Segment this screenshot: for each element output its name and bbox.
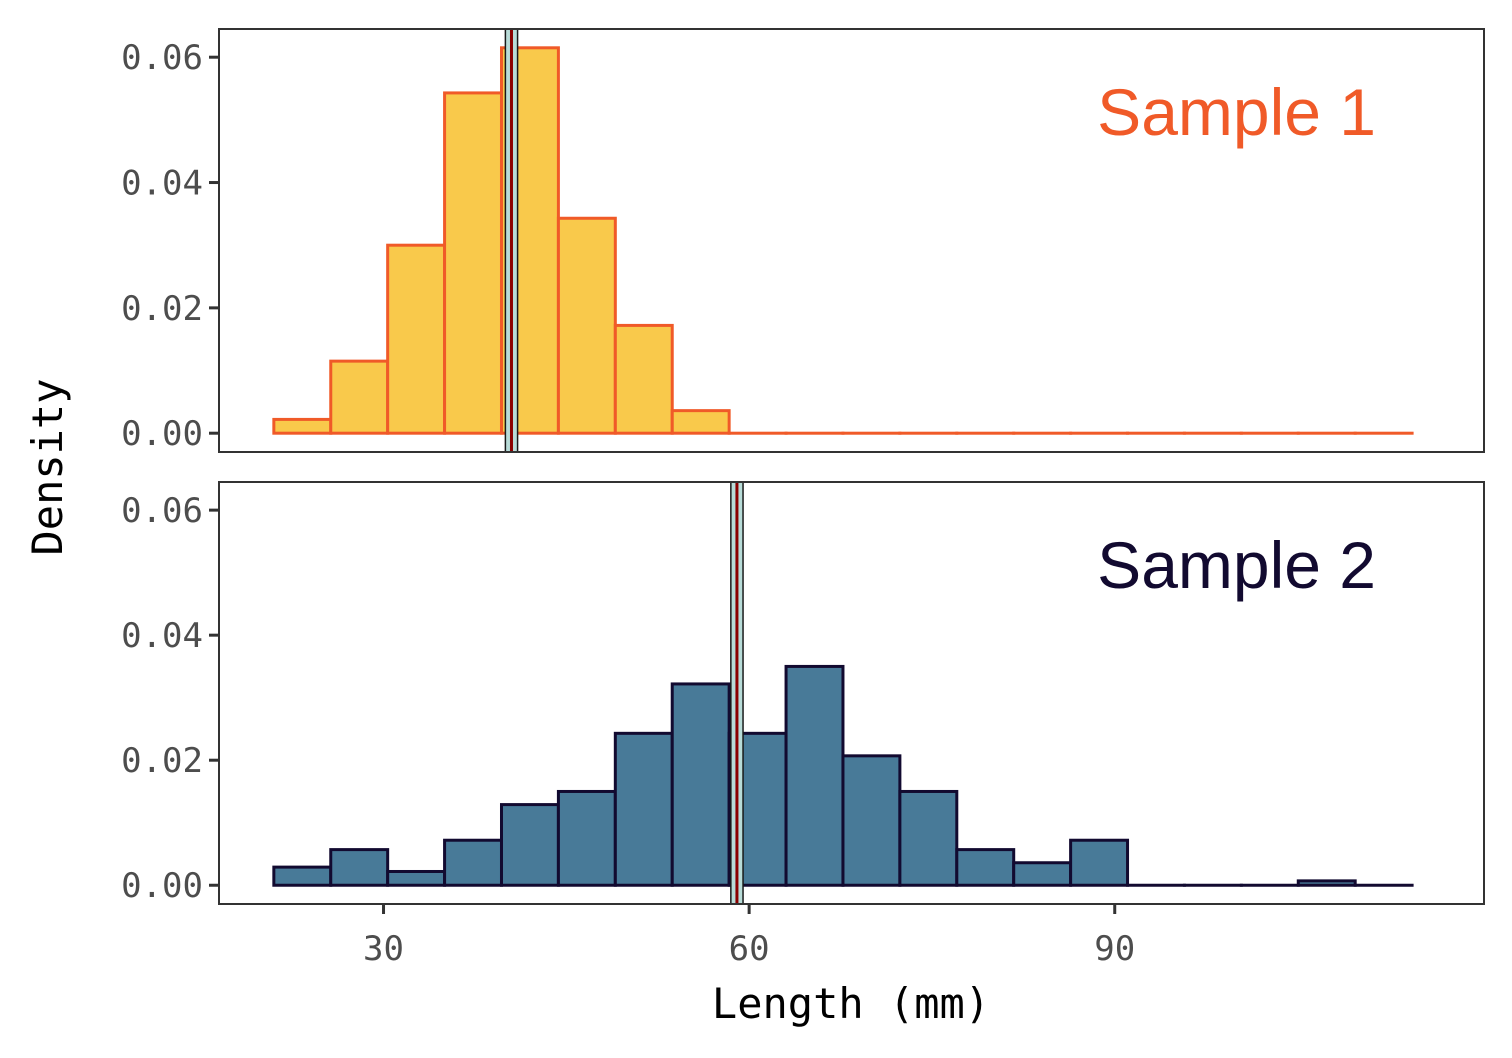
x-tick-label: 60 [729,929,770,969]
y-tick-label: 0.02 [121,741,203,781]
histogram-bar [955,848,1016,887]
y-tick-label: 0.06 [121,38,203,78]
histogram-bar [386,869,447,887]
panel-label: Sample 1 [1097,75,1376,149]
panel-2: 0.00 0.02 0.04 0.06 Sample 2 [121,481,1485,906]
y-tick-label: 0.04 [121,164,203,204]
histogram-bar [898,789,959,887]
x-tick-label: 30 [363,929,404,969]
histogram-bar [1012,861,1073,887]
histogram-bar [556,216,617,435]
panel-border [218,481,1485,905]
histogram-bar [329,848,390,887]
histogram-bar [272,417,333,435]
x-tick-label: 90 [1094,929,1135,969]
histogram-bar [443,838,503,887]
y-tick-label: 0.04 [121,616,203,656]
y-axis-title: Density [23,378,72,555]
histogram-bar [499,803,560,887]
x-axis-title: Length (mm) [712,979,990,1028]
panel-1: 0.00 0.02 0.04 0.06 Sample 1 [121,28,1485,454]
histogram-bar [272,865,333,887]
histogram-bar [613,323,674,435]
histogram-bar [443,91,503,435]
histogram-bar [1296,879,1357,887]
panel-label: Sample 2 [1097,528,1376,602]
y-tick-label: 0.00 [121,866,203,906]
histogram-bar [613,731,674,887]
histogram-bar [556,789,617,887]
panel-border [218,28,1485,453]
histogram-bar [841,754,902,887]
histogram-bar [329,359,390,435]
histogram-bar [670,409,731,435]
y-tick-label: 0.02 [121,289,203,329]
histogram-bar [784,664,845,887]
histogram-bar [1069,838,1130,887]
histogram-bar [386,243,447,435]
histogram-bar [670,682,731,887]
y-tick-label: 0.00 [121,414,203,454]
y-tick-label: 0.06 [121,491,203,531]
